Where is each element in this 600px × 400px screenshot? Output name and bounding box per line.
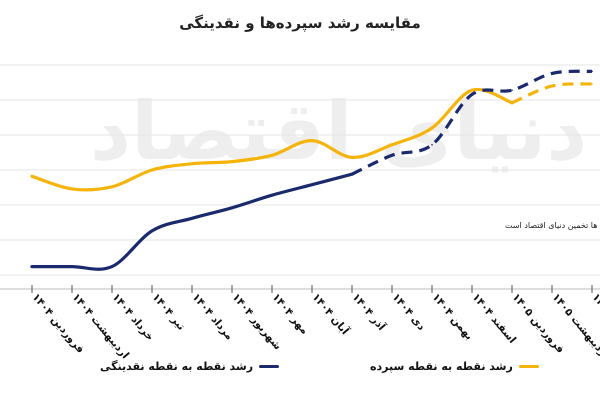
series-deposits-point bbox=[111, 186, 113, 188]
legend-liquidity: رشد نقطه به نقطه نقدینگی bbox=[100, 360, 280, 373]
x-tick-label: مهر ۱۴۰۴ bbox=[270, 291, 311, 336]
legend-deposits: رشد نقطه به نقطه سپرده bbox=[370, 360, 539, 373]
series-liquidity-point bbox=[231, 207, 233, 209]
estimate-note: ها تخمین دنیای اقتصاد است bbox=[505, 221, 598, 230]
series-deposits-point bbox=[511, 102, 513, 104]
series-liquidity-point bbox=[311, 183, 313, 186]
series-liquidity-point bbox=[71, 265, 73, 268]
series-deposits-point bbox=[271, 154, 273, 157]
chart-title: مقایسه رشد سپرده‌ها و نقدینگی bbox=[179, 14, 421, 32]
legend-liquidity-label: رشد نقطه به نقطه نقدینگی bbox=[100, 360, 254, 373]
series-deposits-point bbox=[71, 188, 73, 190]
legend-deposits-swatch bbox=[518, 365, 539, 368]
series-deposits-point bbox=[31, 175, 33, 178]
x-tick-label: آذر ۱۴۰۴ bbox=[350, 291, 389, 334]
series-deposits-point bbox=[471, 89, 473, 91]
series-liquidity-point bbox=[591, 70, 593, 73]
series-deposits-point bbox=[191, 162, 193, 165]
series-liquidity-point bbox=[151, 230, 153, 232]
x-tick-label: مرداد ۱۴۰۴ bbox=[190, 291, 236, 342]
series-deposits-point bbox=[431, 127, 433, 129]
x-tick-label: تیر ۱۴۰۴ bbox=[150, 291, 188, 333]
legend-liquidity-swatch bbox=[259, 365, 280, 368]
legend-deposits-label: رشد نقطه به نقطه سپرده bbox=[370, 360, 513, 373]
series-liquidity-point bbox=[111, 265, 113, 268]
series-deposits-point bbox=[311, 139, 313, 142]
x-tick-label: دی ۱۴۰۴ bbox=[390, 291, 428, 333]
series-deposits-point bbox=[591, 83, 593, 85]
series-deposits-point bbox=[231, 160, 233, 163]
series-deposits-point bbox=[391, 144, 393, 146]
series-liquidity-point bbox=[511, 89, 513, 91]
series-deposits-point bbox=[351, 156, 353, 159]
x-tick-label: آبان ۱۴۰۴ bbox=[310, 291, 352, 338]
series-liquidity-point bbox=[551, 72, 553, 75]
series-liquidity-point bbox=[271, 194, 273, 196]
series-liquidity-point bbox=[431, 144, 433, 146]
series-liquidity-point bbox=[351, 173, 353, 175]
series-liquidity-point bbox=[31, 265, 33, 268]
series-deposits-point bbox=[551, 85, 553, 87]
series-liquidity-point bbox=[191, 217, 193, 220]
series-liquidity-point bbox=[471, 93, 473, 96]
series-deposits-line bbox=[30, 87, 514, 192]
x-tick-label: بهمن ۱۴۰۴ bbox=[430, 291, 476, 342]
series-deposits-point bbox=[151, 169, 153, 171]
series-liquidity-estimate-line bbox=[351, 69, 593, 176]
series-liquidity-point bbox=[391, 154, 393, 157]
